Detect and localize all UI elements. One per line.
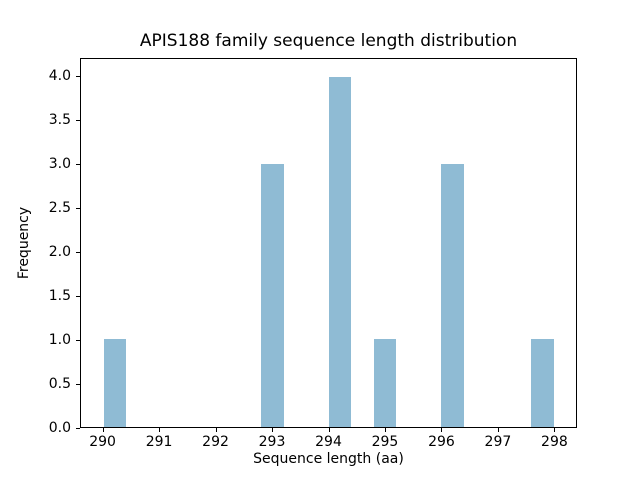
y-axis-ticks: 0.0 0.5 1.0 1.5 2.0 2.5 3.0 3.5 4.0 (0, 58, 80, 436)
y-tick-label: 4.0 (48, 67, 71, 84)
y-tick-label: 0.0 (48, 420, 71, 436)
x-tick-mark (554, 428, 556, 432)
histogram-bar (531, 339, 554, 427)
y-tick-label: 1.0 (48, 331, 71, 348)
x-axis-ticks: 290 291 292 293 294 295 296 297 298 (80, 428, 577, 458)
y-tick-label: 2.0 (48, 243, 71, 260)
y-tick-label: 3.5 (48, 111, 71, 128)
x-axis-label: Sequence length (aa) (253, 451, 404, 467)
x-tick-label: 298 (541, 434, 568, 450)
x-tick-mark (441, 428, 443, 432)
histogram-bar (441, 164, 464, 427)
x-tick-mark (328, 428, 330, 432)
y-tick-mark (76, 207, 80, 209)
y-tick-mark (76, 251, 80, 253)
x-tick-label: 297 (484, 434, 512, 450)
y-tick-mark (76, 295, 80, 297)
y-tick-mark (76, 163, 80, 165)
y-tick-mark (76, 383, 80, 385)
x-tick-label: 291 (145, 434, 173, 450)
y-tick-label: 1.5 (48, 287, 71, 304)
x-tick-mark (272, 428, 274, 432)
x-tick-label: 293 (258, 434, 286, 450)
y-tick-mark (76, 75, 80, 77)
y-axis-label: Frequency (16, 206, 32, 280)
y-tick-mark (76, 119, 80, 121)
plot-area (80, 58, 577, 428)
x-tick-label: 295 (371, 434, 399, 450)
chart-title: APIS188 family sequence length distribut… (139, 31, 518, 51)
y-tick-label: 2.5 (48, 199, 71, 216)
y-tick-mark (76, 428, 80, 429)
x-tick-label: 292 (202, 434, 229, 450)
y-tick-label: 0.5 (48, 375, 71, 392)
x-tick-mark (102, 428, 104, 432)
x-tick-label: 296 (428, 434, 455, 450)
x-tick-mark (159, 428, 161, 432)
histogram-bar (373, 339, 396, 427)
y-tick-mark (76, 339, 80, 341)
x-tick-label: 294 (315, 434, 342, 450)
x-tick-mark (497, 428, 499, 432)
x-tick-mark (215, 428, 217, 432)
x-tick-mark (384, 428, 386, 432)
histogram-bar (261, 164, 284, 427)
x-tick-label: 290 (89, 434, 116, 450)
y-tick-label: 3.0 (48, 155, 71, 172)
histogram-bar (103, 339, 126, 427)
histogram-bar (328, 76, 351, 427)
